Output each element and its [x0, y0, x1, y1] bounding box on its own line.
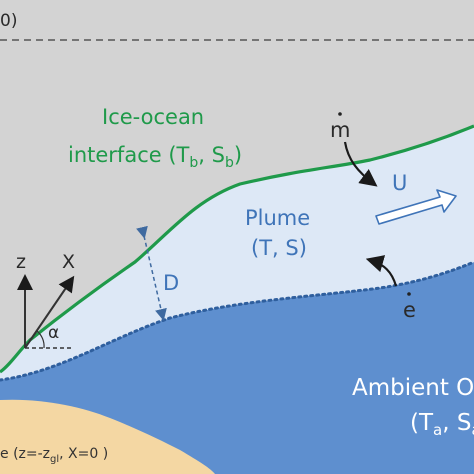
melt-arrow	[343, 141, 378, 187]
angle-arc	[36, 330, 45, 349]
surface-label: 0)	[0, 11, 17, 31]
sediment-ground	[0, 399, 215, 474]
thickness-symbol: D	[163, 271, 179, 295]
grounding-line-label: e (z=-zgl, X=0 )	[0, 446, 108, 465]
entrainment-arrow	[365, 255, 398, 287]
x-axis	[24, 275, 75, 349]
interface-label-line1: Ice-ocean	[102, 105, 204, 129]
thickness-arrow	[136, 225, 167, 321]
velocity-symbol: U	[392, 171, 407, 195]
ambient-ocean-region	[0, 262, 474, 474]
melt-rate-dot	[338, 112, 342, 116]
plume-boundary-line	[0, 260, 474, 382]
melt-rate-symbol: m	[330, 118, 350, 142]
z-axis-label: z	[16, 251, 26, 273]
x-axis-label: X	[62, 251, 75, 273]
plume-region	[0, 126, 474, 380]
velocity-arrow-body	[375, 189, 457, 225]
entrainment-dot	[407, 292, 411, 296]
ambient-label-line1: Ambient O	[352, 375, 474, 401]
ambient-label-line2: (Ta, Sa	[410, 410, 474, 439]
plume-label-line2: (T, S)	[251, 236, 307, 260]
angle-symbol: α	[48, 323, 59, 343]
entrainment-symbol: e	[403, 298, 416, 322]
plume-label-line1: Plume	[245, 206, 310, 230]
interface-label-line2: interface (Tb, Sb)	[68, 143, 242, 171]
